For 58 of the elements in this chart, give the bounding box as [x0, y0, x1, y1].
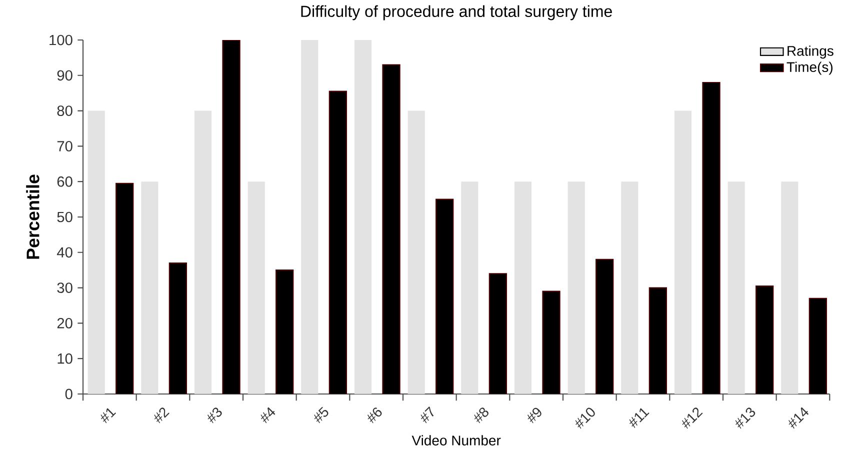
bar [301, 40, 318, 394]
bar [596, 258, 614, 394]
x-tick-label: #2 [154, 408, 170, 424]
x-tick-label: #7 [420, 406, 434, 424]
bar [702, 82, 720, 394]
y-tick-label: 30 [57, 282, 72, 293]
bar [488, 273, 507, 394]
bar [568, 182, 585, 394]
x-tick-label: #5 [314, 406, 328, 424]
x-tick-label: #10 [575, 408, 595, 429]
bar [648, 287, 667, 394]
bar [436, 198, 454, 394]
y-tick-label: 0 [65, 388, 72, 400]
bar [354, 40, 372, 394]
bar [382, 64, 400, 394]
x-axis-title: Video Number [412, 435, 501, 446]
y-tick-label: 100 [50, 34, 72, 46]
legend-label: Ratings [788, 46, 834, 59]
x-tick-label: #3 [208, 408, 222, 424]
bar [276, 270, 294, 394]
bar [514, 182, 532, 394]
x-tick-label: #12 [682, 408, 703, 429]
y-axis-title: Percentile [26, 174, 40, 259]
bar [328, 90, 348, 394]
y-tick-label: 80 [57, 106, 72, 116]
bar [194, 110, 212, 394]
bar [168, 262, 188, 394]
y-tick-label: 20 [57, 318, 72, 328]
x-tick-label: #8 [474, 408, 488, 424]
bar [781, 182, 798, 394]
x-tick-label: #14 [788, 407, 809, 429]
bar [116, 182, 134, 394]
y-tick-label: 70 [57, 141, 72, 152]
bar [408, 110, 425, 394]
bar [88, 110, 105, 394]
legend-label: Time(s) [786, 62, 832, 75]
bar [621, 182, 638, 394]
bar [222, 40, 240, 394]
x-tick-label: #13 [735, 408, 756, 429]
y-tick-label: 50 [57, 212, 72, 222]
x-tick-label: #4 [260, 407, 276, 424]
bar [141, 182, 158, 394]
x-tick-label: #11 [629, 408, 650, 428]
x-tick-label: #6 [368, 408, 382, 424]
bar [461, 182, 478, 394]
y-tick-label: 60 [57, 176, 72, 187]
bar [756, 285, 774, 394]
chart-title: Difficulty of procedure and total surgery time [301, 5, 612, 20]
bar [674, 110, 692, 394]
bar [728, 182, 745, 394]
x-tick-label: #9 [528, 408, 542, 424]
bar [248, 182, 265, 394]
bar [808, 298, 827, 394]
y-tick-label: 40 [56, 247, 72, 258]
x-tick-label: #1 [100, 408, 116, 424]
bar [542, 290, 560, 394]
y-tick-label: 90 [57, 70, 72, 81]
y-tick-label: 10 [58, 353, 72, 364]
